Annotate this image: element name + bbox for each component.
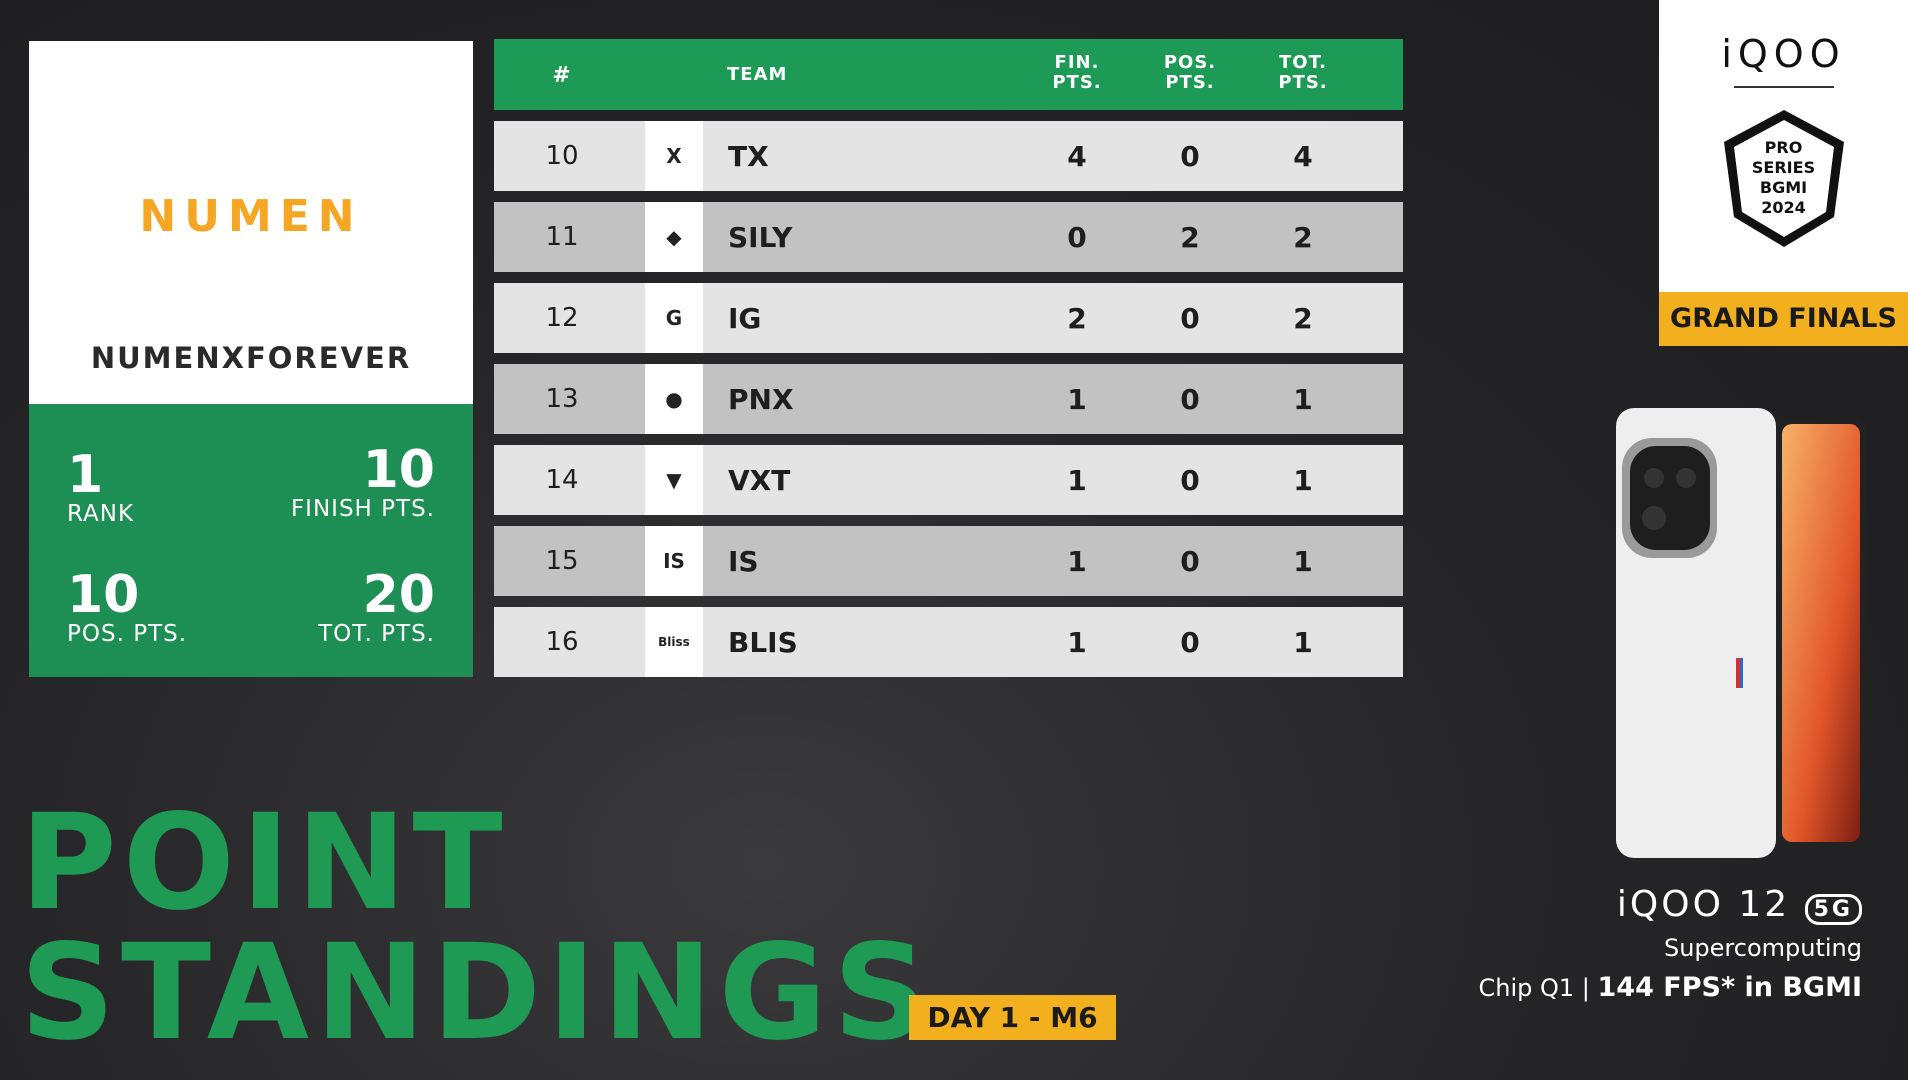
row-team: PNX xyxy=(728,383,794,416)
header-team: TEAM xyxy=(727,64,788,85)
row-rank: 10 xyxy=(545,141,579,171)
row-tot-pts: 1 xyxy=(1293,383,1313,416)
title-line2: STANDINGS xyxy=(20,916,935,1070)
stage-badge: GRAND FINALS xyxy=(1659,292,1908,346)
row-fin-pts: 1 xyxy=(1067,545,1087,578)
row-tot-pts: 1 xyxy=(1293,545,1313,578)
row-pos-pts: 2 xyxy=(1180,221,1200,254)
row-fin-pts: 0 xyxy=(1067,221,1087,254)
team-logo-icon: X xyxy=(645,121,703,191)
team-logo-icon: G xyxy=(645,283,703,353)
row-rank: 16 xyxy=(545,627,579,657)
row-team: TX xyxy=(728,140,769,173)
row-tot-pts: 2 xyxy=(1293,221,1313,254)
table-row: 11 ◆ SILY 0 2 2 xyxy=(494,202,1403,272)
header-fin-pts: FIN. PTS. xyxy=(1052,52,1102,93)
team-logo: NUMEN xyxy=(139,191,363,242)
row-team: IG xyxy=(728,302,762,335)
table-header: # TEAM FIN. PTS. POS. PTS. TOT. PTS. xyxy=(494,39,1403,110)
table-row: 16 Bliss BLIS 1 0 1 xyxy=(494,607,1403,677)
5g-badge: 5G xyxy=(1804,894,1862,925)
row-pos-pts: 0 xyxy=(1180,140,1200,173)
row-tot-pts: 1 xyxy=(1293,464,1313,497)
row-fin-pts: 4 xyxy=(1067,140,1087,173)
featured-team-card: NUMEN NUMENXFOREVER 1 RANK 10 FINISH PTS. … xyxy=(29,41,473,677)
phone-model: iQOO 12 5G xyxy=(1617,884,1862,925)
match-badge: DAY 1 - M6 xyxy=(909,995,1116,1040)
iqoo-logo: iQOO xyxy=(1721,32,1846,76)
row-rank: 12 xyxy=(545,303,579,333)
row-pos-pts: 0 xyxy=(1180,626,1200,659)
table-row: 15 IS IS 1 0 1 xyxy=(494,526,1403,596)
table-row: 13 ● PNX 1 0 1 xyxy=(494,364,1403,434)
finish-pts-stat: 10 FINISH PTS. xyxy=(290,440,435,522)
row-team: SILY xyxy=(728,221,793,254)
team-logo-icon: ◆ xyxy=(645,202,703,272)
row-tot-pts: 4 xyxy=(1293,140,1313,173)
phone-image xyxy=(1616,408,1866,858)
team-logo-icon: ● xyxy=(645,364,703,434)
table-row: 12 G IG 2 0 2 xyxy=(494,283,1403,353)
header-tot-pts: TOT. PTS. xyxy=(1278,52,1328,93)
team-logo-icon: ▼ xyxy=(645,445,703,515)
sponsor-panel: iQOO PRO SERIES BGMI 2024 xyxy=(1659,0,1908,292)
row-pos-pts: 0 xyxy=(1180,383,1200,416)
pro-series-logo xyxy=(1723,110,1844,247)
ad-line2: Chip Q1 | 144 FPS* in BGMI xyxy=(1478,972,1862,1003)
title-line1: POINT xyxy=(20,786,509,940)
pos-pts-stat: 10 POS. PTS. xyxy=(67,565,188,647)
rank-stat: 1 RANK xyxy=(67,445,135,527)
row-fin-pts: 2 xyxy=(1067,302,1087,335)
standings-table: # TEAM FIN. PTS. POS. PTS. TOT. PTS. 10 … xyxy=(494,39,1403,677)
row-tot-pts: 1 xyxy=(1293,626,1313,659)
tot-pts-stat: 20 TOT. PTS. xyxy=(318,565,435,647)
ad-line1: Supercomputing xyxy=(1663,934,1862,962)
row-pos-pts: 0 xyxy=(1180,464,1200,497)
row-fin-pts: 1 xyxy=(1067,626,1087,659)
row-fin-pts: 1 xyxy=(1067,464,1087,497)
row-team: VXT xyxy=(728,464,791,497)
row-pos-pts: 0 xyxy=(1180,302,1200,335)
row-rank: 11 xyxy=(545,222,579,252)
row-rank: 13 xyxy=(545,384,579,414)
team-logo-icon: IS xyxy=(645,526,703,596)
row-team: BLIS xyxy=(728,626,798,659)
event-logo-text: PRO SERIES BGMI 2024 xyxy=(1751,138,1816,217)
team-name: NUMENXFOREVER xyxy=(90,341,412,375)
row-rank: 15 xyxy=(545,546,579,576)
header-rank: # xyxy=(552,63,572,88)
row-fin-pts: 1 xyxy=(1067,383,1087,416)
row-rank: 14 xyxy=(545,465,579,495)
header-pos-pts: POS. PTS. xyxy=(1163,52,1217,93)
row-team: IS xyxy=(728,545,759,578)
team-logo-icon: Bliss xyxy=(645,607,703,677)
table-row: 10 X TX 4 0 4 xyxy=(494,121,1403,191)
row-tot-pts: 2 xyxy=(1293,302,1313,335)
table-row: 14 ▼ VXT 1 0 1 xyxy=(494,445,1403,515)
row-pos-pts: 0 xyxy=(1180,545,1200,578)
